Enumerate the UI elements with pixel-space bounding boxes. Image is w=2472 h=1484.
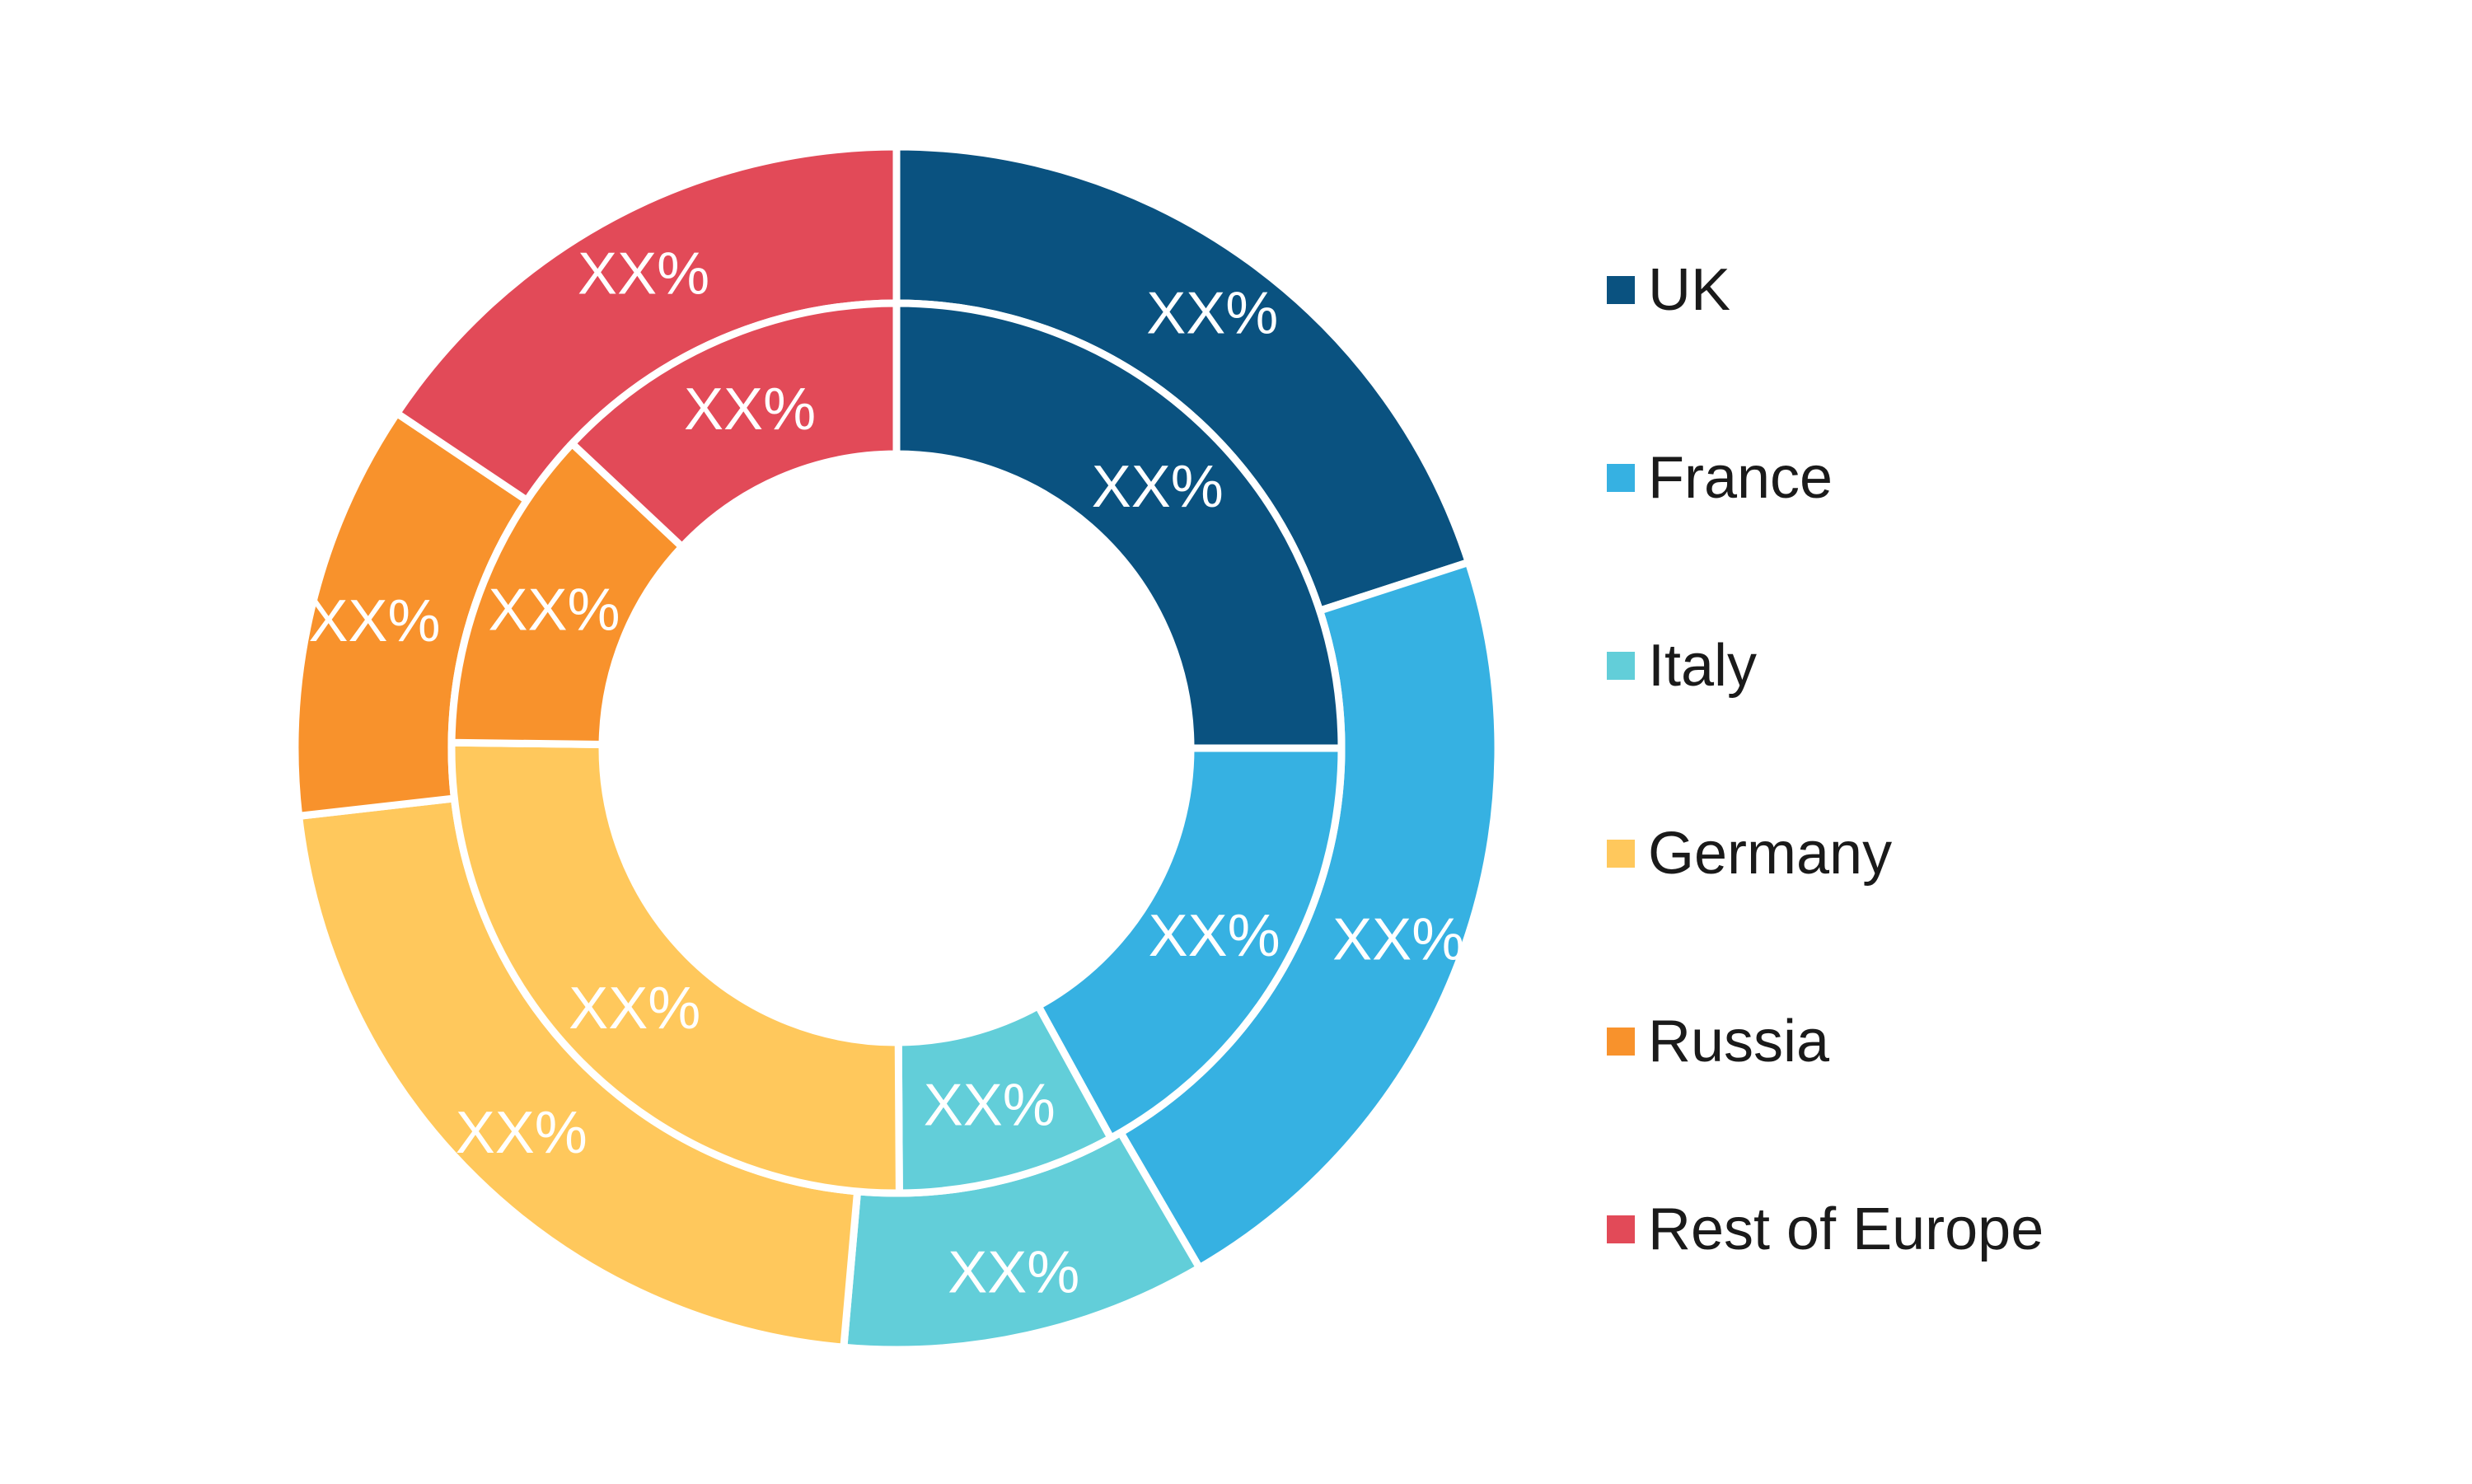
- inner-slice-france: [1032, 744, 1346, 1144]
- legend-label-uk: UK: [1648, 257, 1730, 323]
- outer-label-france: XX%: [1332, 906, 1464, 972]
- inner-label-france: XX%: [1149, 903, 1280, 969]
- inner-label-uk: XX%: [1092, 454, 1224, 520]
- slice-labels: XX% XX% XX% XX% XX% XX% XX% XX% XX% XX% XX% XX%: [308, 241, 1464, 1306]
- legend-swatch-italy: [1607, 652, 1635, 680]
- legend-item-germany: Germany: [1607, 821, 1892, 887]
- legend-label-france: France: [1648, 445, 1833, 511]
- inner-label-russia: XX%: [488, 577, 620, 643]
- legend-label-russia: Russia: [1648, 1009, 1830, 1074]
- legend-swatch-russia: [1607, 1028, 1635, 1056]
- legend-swatch-uk: [1607, 276, 1635, 304]
- outer-label-russia: XX%: [308, 588, 440, 654]
- outer-label-italy: XX%: [948, 1239, 1079, 1305]
- outer-label-uk: XX%: [1146, 281, 1278, 347]
- legend-item-rest-of-europe: Rest of Europe: [1607, 1196, 2044, 1262]
- legend-label-italy: Italy: [1648, 633, 1757, 699]
- legend-swatch-germany: [1607, 840, 1635, 868]
- inner-slice-rest-of-europe: [566, 299, 901, 552]
- legend-swatch-rest-of-europe: [1607, 1215, 1635, 1243]
- inner-label-rest-of-europe: XX%: [684, 377, 816, 442]
- legend: UK France Italy Germany Russia Rest of Europe: [1607, 257, 2044, 1262]
- inner-label-germany: XX%: [569, 976, 700, 1042]
- inner-slice-germany: [447, 738, 903, 1197]
- legend-label-germany: Germany: [1648, 821, 1892, 887]
- outer-label-rest-of-europe: XX%: [578, 241, 709, 307]
- inner-label-italy: XX%: [924, 1073, 1056, 1139]
- legend-item-france: France: [1607, 445, 1833, 511]
- legend-swatch-france: [1607, 464, 1635, 492]
- legend-item-uk: UK: [1607, 257, 1730, 323]
- legend-label-rest-of-europe: Rest of Europe: [1648, 1196, 2044, 1262]
- legend-item-italy: Italy: [1607, 633, 1757, 699]
- outer-label-germany: XX%: [456, 1100, 588, 1166]
- legend-item-russia: Russia: [1607, 1009, 1830, 1074]
- inner-slice-uk: [892, 299, 1346, 752]
- inner-ring: [447, 299, 1346, 1197]
